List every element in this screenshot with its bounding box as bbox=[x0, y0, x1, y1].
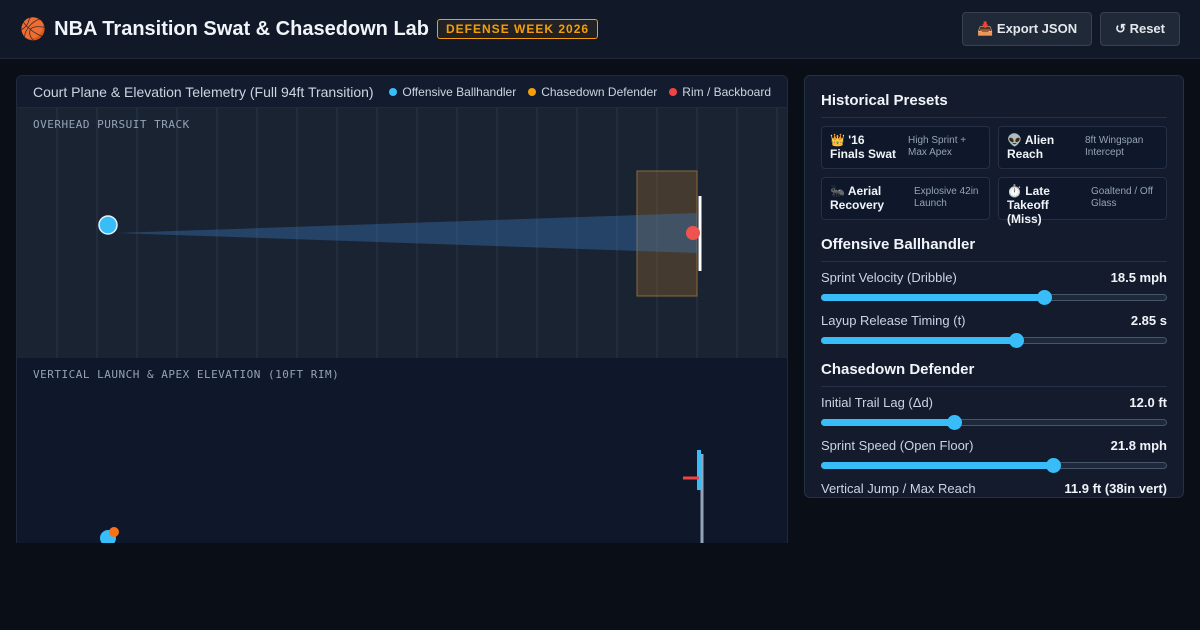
legend-item-ballhandler: Offensive Ballhandler bbox=[389, 85, 516, 99]
slider-thumb[interactable] bbox=[947, 415, 963, 430]
preset-desc: Explosive 42in Launch bbox=[914, 186, 979, 209]
control-label: Layup Release Timing (t) bbox=[821, 313, 966, 328]
control-value: 18.5 mph bbox=[1110, 270, 1167, 285]
defender-swatch-icon bbox=[528, 87, 537, 96]
control-value: 12.0 ft bbox=[1129, 395, 1167, 410]
rim-marker bbox=[686, 226, 700, 240]
control-label: Sprint Speed (Open Floor) bbox=[821, 438, 974, 453]
control-value: 11.9 ft (38in vert) bbox=[1064, 481, 1167, 496]
preset-name: ⏱️ Late Takeoff (Miss) bbox=[1007, 184, 1050, 226]
preset-grid: 👑 '16 Finals Swat High Sprint + Max Apex… bbox=[821, 126, 1167, 226]
preset-finals-swat[interactable]: 👑 '16 Finals Swat High Sprint + Max Apex bbox=[821, 126, 990, 169]
app-header: 🏀 NBA Transition Swat & Chasedown Lab DE… bbox=[0, 0, 1200, 59]
control-panel: Historical Presets 👑 '16 Finals Swat Hig… bbox=[804, 75, 1184, 498]
legend-label: Chasedown Defender bbox=[541, 84, 658, 99]
slider-thumb[interactable] bbox=[1045, 458, 1061, 473]
control-trail-lag: Initial Trail Lag (Δd) 12.0 ft bbox=[821, 395, 1167, 430]
sprint-velocity-slider[interactable] bbox=[821, 290, 1167, 305]
stopwatch-icon: ⏱️ bbox=[1007, 184, 1022, 198]
vertical-elevation-view: VERTICAL LAUNCH & APEX ELEVATION (10FT R… bbox=[17, 358, 787, 543]
ball-marker bbox=[109, 527, 119, 537]
legend-label: Rim / Backboard bbox=[682, 84, 771, 99]
trail-lag-slider[interactable] bbox=[821, 415, 1167, 430]
elevation-canvas bbox=[100, 450, 704, 543]
ant-icon: 🐜 bbox=[830, 184, 845, 198]
basketball-icon: 🏀 bbox=[20, 17, 47, 41]
pursuit-cone bbox=[117, 213, 697, 253]
legend-item-defender: Chasedown Defender bbox=[528, 85, 657, 99]
rim-swatch-icon bbox=[669, 87, 678, 96]
preset-desc: 8ft Wingspan Intercept bbox=[1085, 135, 1144, 158]
ballhandler-swatch-icon bbox=[389, 87, 398, 96]
alien-icon: 👽 bbox=[1007, 133, 1022, 147]
control-label: Vertical Jump / Max Reach bbox=[821, 481, 976, 496]
preset-name: 🐜 Aerial Recovery bbox=[830, 184, 885, 212]
slider-thumb[interactable] bbox=[1037, 290, 1053, 305]
preset-desc: Goaltend / Off Glass bbox=[1091, 186, 1154, 209]
slider-thumb[interactable] bbox=[1009, 333, 1025, 348]
legend-item-rim: Rim / Backboard bbox=[669, 85, 771, 99]
title-group: 🏀 NBA Transition Swat & Chasedown Lab DE… bbox=[20, 17, 599, 41]
control-layup-timing: Layup Release Timing (t) 2.85 s bbox=[821, 313, 1167, 348]
preset-alien-reach[interactable]: 👽 Alien Reach 8ft Wingspan Intercept bbox=[998, 126, 1167, 169]
control-label: Initial Trail Lag (Δd) bbox=[821, 395, 934, 410]
reset-button[interactable]: ↺ Reset bbox=[1100, 12, 1180, 46]
vertical-label: VERTICAL LAUNCH & APEX ELEVATION (10FT R… bbox=[33, 368, 340, 381]
presets-title: Historical Presets bbox=[821, 92, 1167, 118]
control-vertical-jump: Vertical Jump / Max Reach 11.9 ft (38in … bbox=[821, 481, 1167, 497]
ballhandler-marker[interactable] bbox=[98, 215, 118, 235]
telemetry-title: Court Plane & Elevation Telemetry (Full … bbox=[33, 83, 374, 100]
telemetry-header: Court Plane & Elevation Telemetry (Full … bbox=[17, 76, 787, 108]
control-sprint-speed: Sprint Speed (Open Floor) 21.8 mph bbox=[821, 438, 1167, 473]
control-sprint-velocity: Sprint Velocity (Dribble) 18.5 mph bbox=[821, 270, 1167, 305]
overhead-pursuit-track: OVERHEAD PURSUIT TRACK bbox=[17, 108, 787, 358]
preset-aerial-recovery[interactable]: 🐜 Aerial Recovery Explosive 42in Launch bbox=[821, 177, 990, 220]
preset-name: 👽 Alien Reach bbox=[1007, 133, 1055, 161]
preset-desc: High Sprint + Max Apex bbox=[908, 135, 967, 158]
export-json-button[interactable]: 📥 Export JSON bbox=[962, 12, 1093, 46]
layup-timing-slider[interactable] bbox=[821, 333, 1167, 348]
control-label: Sprint Velocity (Dribble) bbox=[821, 270, 957, 285]
legend-label: Offensive Ballhandler bbox=[402, 84, 517, 99]
app-title: NBA Transition Swat & Chasedown Lab bbox=[54, 17, 430, 40]
legend: Offensive Ballhandler Chasedown Defender… bbox=[389, 85, 771, 99]
event-badge: DEFENSE WEEK 2026 bbox=[437, 19, 599, 39]
preset-name: 👑 '16 Finals Swat bbox=[830, 133, 897, 161]
crown-icon: 👑 bbox=[830, 133, 845, 147]
header-actions: 📥 Export JSON ↺ Reset bbox=[962, 12, 1180, 46]
telemetry-panel: Court Plane & Elevation Telemetry (Full … bbox=[16, 75, 788, 543]
overhead-label: OVERHEAD PURSUIT TRACK bbox=[33, 118, 190, 131]
offense-title: Offensive Ballhandler bbox=[821, 236, 1167, 262]
control-value: 21.8 mph bbox=[1110, 438, 1167, 453]
preset-late-takeoff[interactable]: ⏱️ Late Takeoff (Miss) Goaltend / Off Gl… bbox=[998, 177, 1167, 226]
overhead-canvas bbox=[56, 108, 778, 358]
defense-title: Chasedown Defender bbox=[821, 361, 1167, 387]
control-value: 2.85 s bbox=[1130, 313, 1167, 328]
sprint-speed-slider[interactable] bbox=[821, 458, 1167, 473]
